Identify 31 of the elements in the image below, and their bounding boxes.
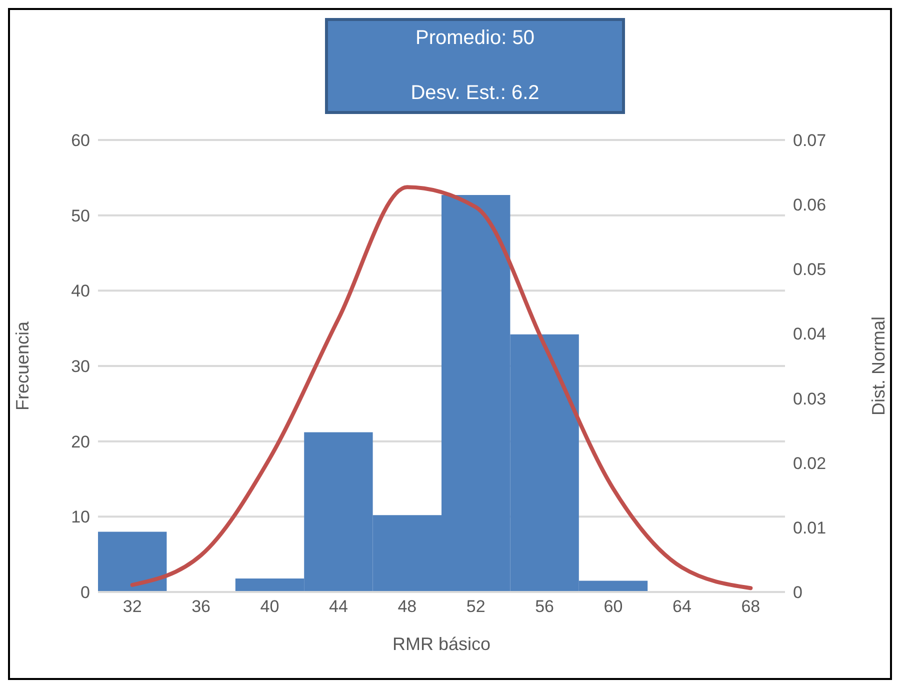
y2-tick-label: 0 xyxy=(793,583,802,602)
text: Promedio: 50 xyxy=(416,27,534,50)
y2-tick-label: 0.07 xyxy=(793,131,826,150)
y-tick-label: 50 xyxy=(71,206,90,226)
y2-tick-label: 0.03 xyxy=(793,389,826,408)
x-tick-label: 40 xyxy=(260,597,280,616)
y-tick-label: 0 xyxy=(80,583,90,602)
y2-tick-label: 0.02 xyxy=(793,454,826,473)
y2-tick-label: 0.06 xyxy=(793,196,826,215)
x-tick-label: 56 xyxy=(535,597,554,616)
y2-tick-label: 0.01 xyxy=(793,518,826,538)
y-axis-title: Frecuencia xyxy=(12,320,32,411)
y2-tick-label: 0.05 xyxy=(793,260,826,280)
y2-axis-title: Dist. Normal xyxy=(868,316,888,416)
y2-tick-label: 0.04 xyxy=(793,324,826,344)
y-tick-label: 10 xyxy=(71,508,90,527)
y-tick-label: 30 xyxy=(71,357,90,376)
line-series xyxy=(130,185,753,590)
x-tick-label: 52 xyxy=(466,597,486,616)
x-axis-title: RMR básico xyxy=(392,634,491,654)
x-tick-label: 64 xyxy=(672,597,692,616)
text: Desv. Est.: 6.2 xyxy=(410,82,540,105)
x-tick-label: 68 xyxy=(741,597,760,616)
y-tick-label: 20 xyxy=(71,432,90,452)
y-tick-label: 40 xyxy=(71,282,90,301)
x-tick-label: 44 xyxy=(328,597,348,616)
x-tick-label: 60 xyxy=(604,597,623,616)
x-tick-label: 36 xyxy=(192,597,211,616)
x-tick-label: 32 xyxy=(122,597,142,616)
x-tick-label: 48 xyxy=(398,597,417,616)
y-tick-label: 60 xyxy=(71,131,90,150)
